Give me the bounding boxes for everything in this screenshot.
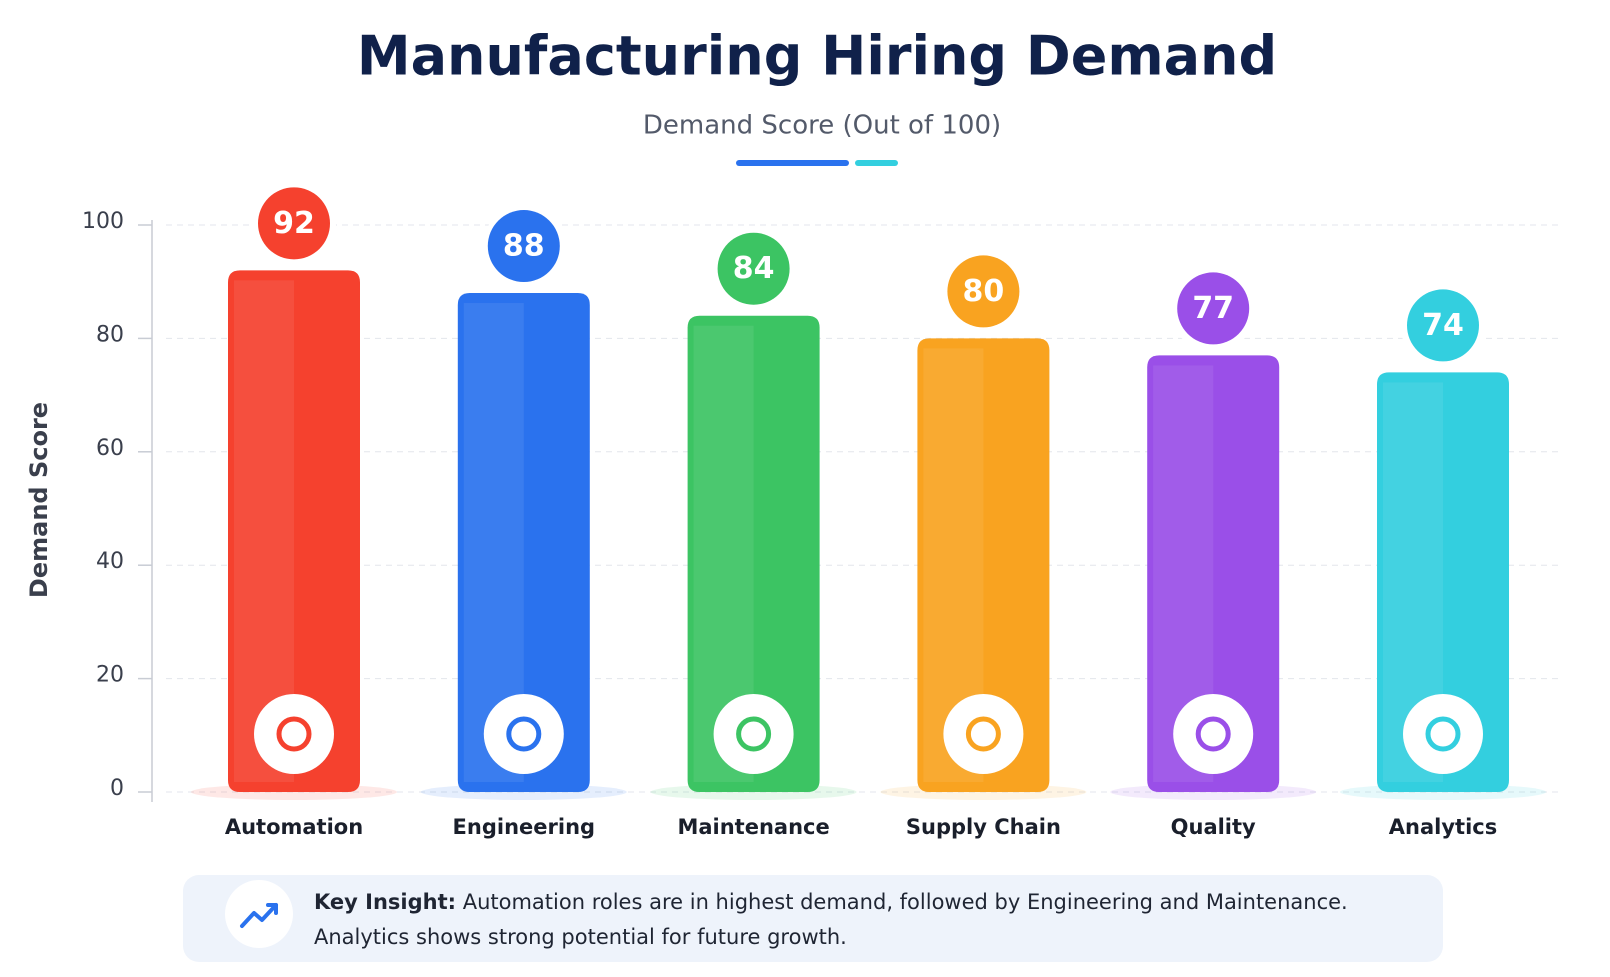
value-label: 77 bbox=[1192, 291, 1234, 326]
category-icon-glyph bbox=[506, 716, 542, 752]
insight-line: Automation roles are in highest demand, … bbox=[463, 890, 1348, 914]
category-icon-glyph bbox=[965, 716, 1001, 752]
value-badge bbox=[717, 232, 790, 305]
chart-title: Manufacturing Hiring Demand bbox=[357, 25, 1277, 88]
insight-icon bbox=[240, 903, 278, 928]
y-tick-label: 0 bbox=[110, 776, 124, 801]
bar bbox=[457, 293, 590, 792]
x-tick-label: Analytics bbox=[1389, 815, 1497, 839]
value-badge bbox=[947, 255, 1020, 328]
bar bbox=[1377, 372, 1509, 792]
value-badge bbox=[1177, 272, 1250, 345]
chart-subtitle: Demand Score (Out of 100) bbox=[643, 111, 1001, 141]
y-tick-label: 20 bbox=[96, 663, 124, 688]
value-label: 80 bbox=[963, 274, 1005, 309]
value-badge bbox=[487, 210, 560, 283]
insight-line: Analytics shows strong potential for fut… bbox=[314, 925, 847, 949]
y-tick-label: 80 bbox=[96, 322, 124, 347]
x-tick-label: Quality bbox=[1171, 815, 1256, 839]
insight-label: Key Insight: bbox=[314, 890, 456, 914]
value-badge bbox=[258, 187, 330, 260]
value-label: 74 bbox=[1422, 308, 1464, 343]
value-label: 88 bbox=[503, 229, 545, 264]
category-icon bbox=[713, 694, 794, 774]
x-tick-label: Engineering bbox=[453, 815, 596, 839]
category-icon bbox=[943, 694, 1024, 774]
value-badge bbox=[1407, 289, 1479, 362]
category-icon bbox=[483, 694, 564, 774]
category-icon-glyph bbox=[1425, 716, 1461, 752]
accent-line bbox=[736, 160, 849, 166]
bar bbox=[917, 338, 1050, 792]
bar bbox=[687, 315, 820, 792]
category-icon-glyph bbox=[276, 716, 312, 752]
category-icon bbox=[254, 694, 334, 774]
insight-text: Key Insight: Automation roles are in hig… bbox=[314, 890, 1348, 914]
x-tick-label: Maintenance bbox=[677, 815, 829, 839]
y-tick-label: 60 bbox=[96, 436, 124, 461]
value-label: 84 bbox=[733, 251, 775, 286]
x-tick-label: Automation bbox=[225, 815, 363, 839]
y-tick-label: 40 bbox=[96, 549, 124, 574]
accent-line bbox=[855, 160, 898, 166]
category-icon bbox=[1403, 694, 1483, 774]
insight-icon bbox=[225, 880, 293, 948]
insight-box bbox=[183, 875, 1443, 962]
value-label: 92 bbox=[273, 206, 315, 241]
y-axis-label: Demand Score bbox=[25, 402, 53, 598]
bar bbox=[228, 270, 360, 792]
y-tick-label: 100 bbox=[82, 209, 124, 234]
category-icon bbox=[1173, 694, 1254, 774]
insight-icon bbox=[266, 903, 278, 915]
category-icon-glyph bbox=[736, 716, 772, 752]
bar bbox=[1147, 355, 1280, 792]
x-tick-label: Supply Chain bbox=[906, 815, 1061, 839]
category-icon-glyph bbox=[1195, 716, 1231, 752]
